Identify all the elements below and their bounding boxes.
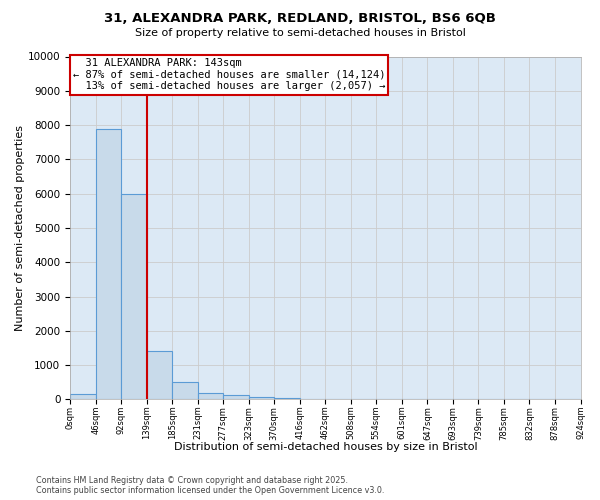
- X-axis label: Distribution of semi-detached houses by size in Bristol: Distribution of semi-detached houses by …: [173, 442, 477, 452]
- Bar: [172, 382, 198, 400]
- Bar: [95, 128, 121, 400]
- Bar: [274, 398, 300, 400]
- Bar: [249, 397, 274, 400]
- Bar: [70, 394, 95, 400]
- Bar: [121, 194, 146, 400]
- Bar: [198, 392, 223, 400]
- Text: 31, ALEXANDRA PARK, REDLAND, BRISTOL, BS6 6QB: 31, ALEXANDRA PARK, REDLAND, BRISTOL, BS…: [104, 12, 496, 26]
- Text: Contains HM Land Registry data © Crown copyright and database right 2025.
Contai: Contains HM Land Registry data © Crown c…: [36, 476, 385, 495]
- Bar: [146, 352, 172, 400]
- Y-axis label: Number of semi-detached properties: Number of semi-detached properties: [15, 125, 25, 331]
- Text: 31 ALEXANDRA PARK: 143sqm
← 87% of semi-detached houses are smaller (14,124)
  1: 31 ALEXANDRA PARK: 143sqm ← 87% of semi-…: [73, 58, 385, 92]
- Text: Size of property relative to semi-detached houses in Bristol: Size of property relative to semi-detach…: [134, 28, 466, 38]
- Bar: [223, 395, 249, 400]
